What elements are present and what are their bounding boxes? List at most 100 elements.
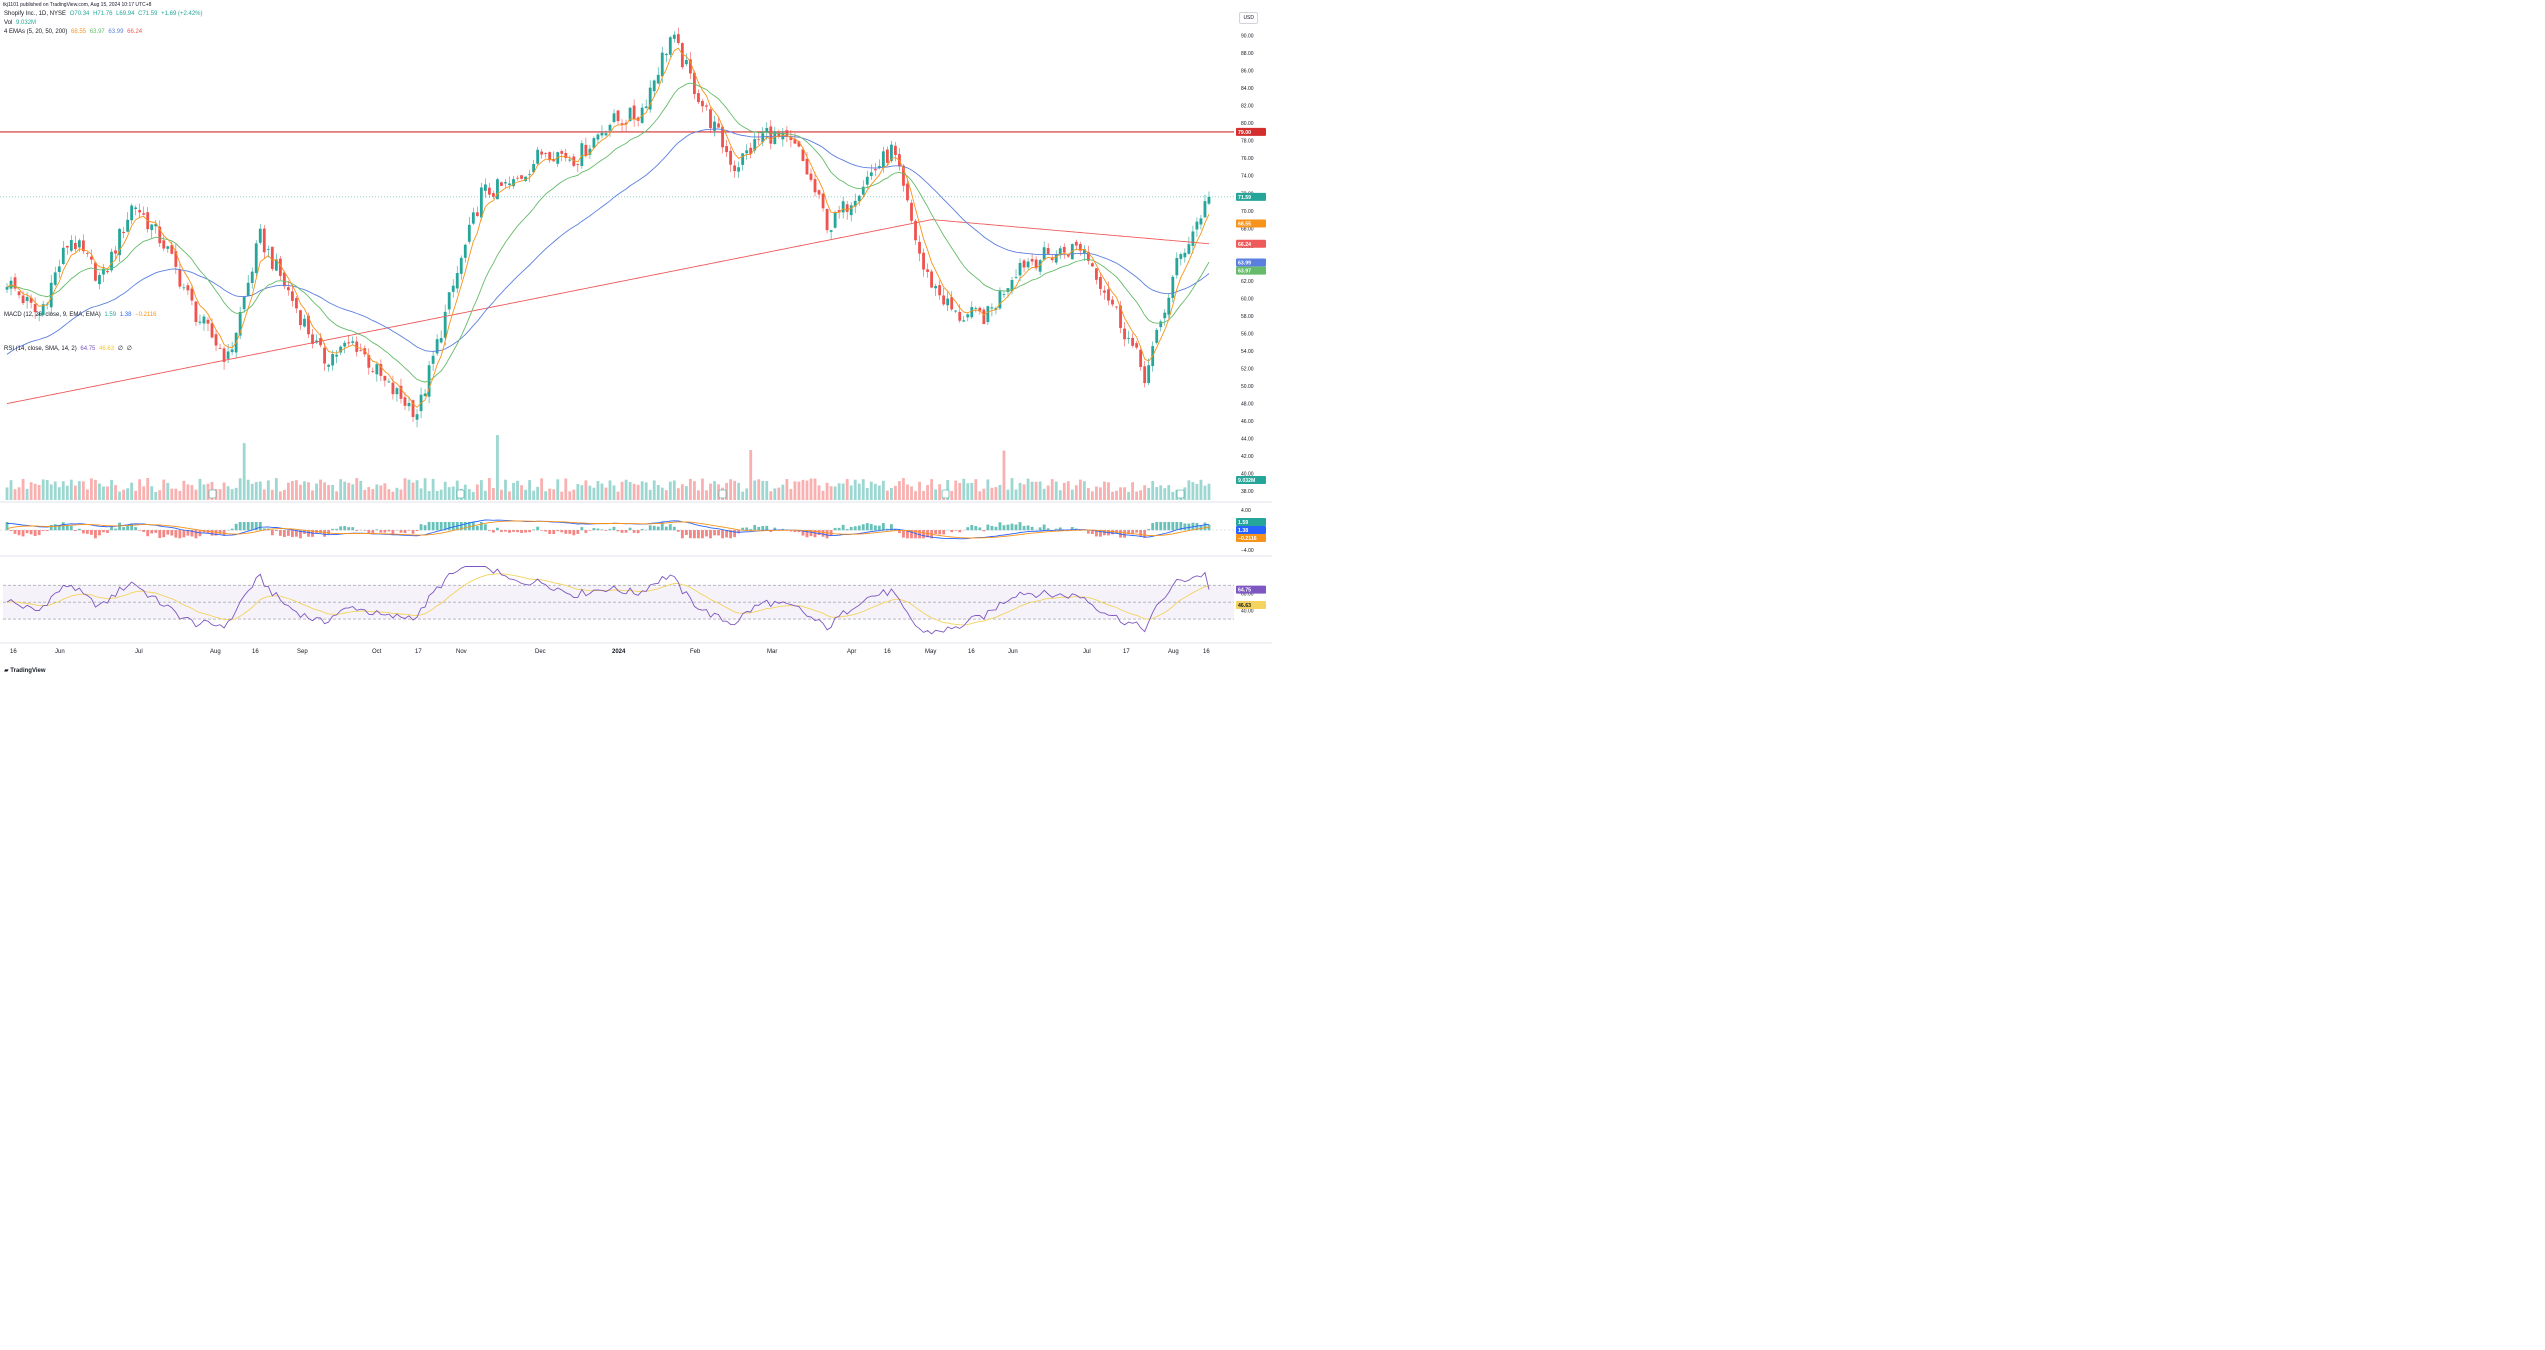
candle-body xyxy=(881,151,885,168)
candle-body xyxy=(21,295,25,304)
volume-bar xyxy=(1070,489,1074,500)
volume-bar xyxy=(1183,487,1187,500)
volume-bar xyxy=(1042,488,1046,500)
candle-body xyxy=(877,165,881,168)
candle-body xyxy=(1090,263,1094,267)
candle-body xyxy=(331,354,335,366)
macd-hist-bar xyxy=(672,526,676,531)
time-axis-label: 16 xyxy=(10,649,17,655)
macd-legend: MACD (12, 26, close, 9, EMA, EMA) 1.59 1… xyxy=(4,311,159,319)
macd-hist-bar xyxy=(861,524,865,531)
volume-bar xyxy=(741,491,745,500)
macd-hist-bar xyxy=(327,530,331,535)
macd-hist-bar xyxy=(910,530,913,539)
volume-bar xyxy=(600,483,604,500)
volume-bar xyxy=(431,478,435,500)
candle-body xyxy=(65,245,69,248)
candle-body xyxy=(483,184,487,191)
volume-bar xyxy=(693,481,696,500)
rsi-extra-2: ∅ xyxy=(126,346,132,352)
volume-bar xyxy=(13,489,17,500)
candle-body xyxy=(733,165,737,172)
candle-body xyxy=(266,249,270,251)
time-axis-label: 17 xyxy=(1123,649,1130,655)
macd-hist-bar xyxy=(335,528,339,531)
volume-bar xyxy=(1135,491,1139,500)
candle-body xyxy=(966,314,970,318)
macd-hist-bar xyxy=(419,524,423,531)
macd-hist-bar xyxy=(447,522,451,531)
candle-body xyxy=(833,212,837,228)
volume-bar xyxy=(29,482,33,500)
volume-bar xyxy=(447,487,451,500)
candle-body xyxy=(77,240,81,248)
volume-bar xyxy=(672,480,676,500)
candle-body xyxy=(857,195,861,202)
macd-hist-bar xyxy=(994,526,998,531)
volume-bar xyxy=(134,490,138,500)
macd-hist-bar xyxy=(246,522,250,531)
candle-body xyxy=(254,243,258,274)
candle-body xyxy=(777,132,781,137)
candle-body xyxy=(17,291,21,296)
candle-body xyxy=(190,288,194,301)
volume-bar xyxy=(415,480,419,500)
price-tick-label: 46.00 xyxy=(1241,419,1254,425)
macd-hist-bar xyxy=(17,530,21,536)
volume-bar xyxy=(315,483,318,500)
macd-hist-bar xyxy=(1030,526,1034,531)
macd-hist-bar xyxy=(556,530,560,532)
candle-body xyxy=(351,341,355,343)
publish-header: tkj1101 published on TradingView.com, Au… xyxy=(3,2,152,8)
candle-body xyxy=(339,346,343,353)
candle-body xyxy=(118,228,121,256)
volume-bar xyxy=(1159,485,1163,500)
macd-hist-bar xyxy=(1179,522,1183,531)
macd-hist-bar xyxy=(660,522,664,531)
volume-bar xyxy=(274,478,278,500)
candle-body xyxy=(1187,244,1191,254)
macd-hist-bar xyxy=(950,530,954,533)
macd-hist-bar xyxy=(49,524,53,531)
volume-bar xyxy=(910,486,913,500)
volume-bar xyxy=(142,486,146,500)
macd-hist-bar xyxy=(504,530,507,532)
macd-hist-bar xyxy=(721,530,724,539)
volume-bar xyxy=(849,485,853,500)
macd-hist-bar xyxy=(596,528,600,531)
candle-body xyxy=(749,147,753,154)
macd-hist-bar xyxy=(761,526,765,531)
volume-bar xyxy=(990,487,994,500)
macd-hist-bar xyxy=(1006,524,1010,531)
macd-hist-bar xyxy=(230,528,234,531)
badge-rsi-bg xyxy=(1236,585,1266,594)
candle-body xyxy=(230,349,234,353)
volume-bar xyxy=(102,486,105,500)
volume-bar xyxy=(182,480,186,500)
volume-bar xyxy=(331,484,335,500)
volume-bar xyxy=(363,489,367,500)
candle-body xyxy=(906,183,909,201)
macd-hist-bar xyxy=(612,526,616,531)
volume-bar xyxy=(403,478,407,500)
currency-button[interactable]: USD xyxy=(1239,12,1258,24)
volume-bar xyxy=(994,487,998,500)
macd-hist-bar xyxy=(190,530,194,537)
rsi-tick-label: 60.00 xyxy=(1241,592,1254,598)
candle-body xyxy=(950,297,954,310)
volume-bar xyxy=(1155,486,1159,500)
earnings-marker-icon xyxy=(718,489,727,499)
candle-body xyxy=(178,269,182,287)
candle-body xyxy=(1054,254,1058,263)
candle-body xyxy=(821,193,825,209)
candle-body xyxy=(114,250,117,254)
macd-hist-bar xyxy=(1099,530,1102,537)
candle-body xyxy=(612,113,616,123)
volume-bar xyxy=(982,488,986,500)
macd-hist-bar xyxy=(1010,523,1014,531)
candle-body xyxy=(769,126,773,144)
macd-hist-bar xyxy=(182,530,186,538)
brand-footer: ▰ TradingView xyxy=(4,667,46,674)
chart-svg[interactable]: 90.00 88.00 86.00 84.00 82.00 80.00 78.00 76.00… xyxy=(0,0,1272,675)
candle-body xyxy=(415,414,419,420)
